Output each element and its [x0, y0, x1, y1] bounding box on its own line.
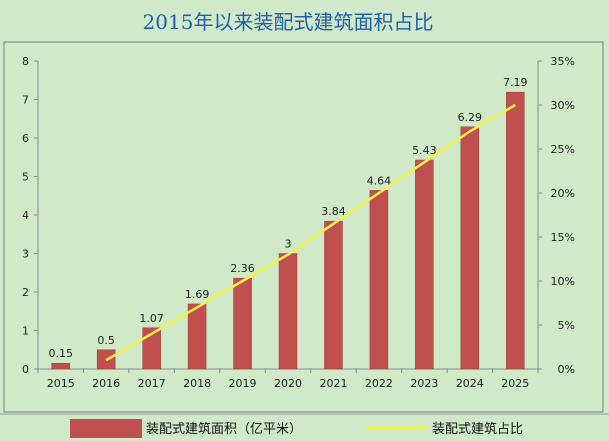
- y-right-tick-label: 20%: [551, 187, 575, 200]
- bar: [460, 126, 480, 370]
- x-tick-label: 2015: [47, 377, 75, 390]
- legend-swatch-bar: [70, 419, 142, 438]
- bar-data-label: 2.36: [230, 262, 255, 275]
- data-labels: 0.15 0.5 1.07 1.69 2.36 3 3.84 4.64 5.43 6.29 7.19: [48, 76, 527, 360]
- y-left-tick-label: 4: [22, 209, 29, 222]
- bar-data-label: 3: [285, 238, 292, 251]
- x-tick-label: 2018: [183, 377, 211, 390]
- y-left-tick-label: 1: [22, 325, 29, 338]
- x-tick-label: 2022: [365, 377, 393, 390]
- x-tick-label: 2019: [229, 377, 257, 390]
- y-right-tick-label: 35%: [551, 55, 575, 68]
- bar: [324, 220, 343, 370]
- x-tick-label: 2017: [138, 377, 166, 390]
- bar: [506, 91, 525, 370]
- bar: [233, 277, 252, 370]
- y-right-tick-label: 15%: [551, 231, 575, 244]
- x-tick-label: 2021: [319, 377, 347, 390]
- bar-data-label: 7.19: [503, 76, 528, 89]
- bar: [415, 159, 434, 370]
- bar-data-label: 1.07: [139, 312, 164, 325]
- bar-data-label: 6.29: [458, 111, 483, 124]
- x-tick-label: 2020: [274, 377, 302, 390]
- y-right-tick-label: 25%: [551, 143, 575, 156]
- chart-title: 2015年以来装配式建筑面积占比: [143, 10, 434, 34]
- bar-data-label: 0.5: [97, 334, 115, 347]
- x-tick-label: 2024: [456, 377, 484, 390]
- legend-label-line: 装配式建筑占比: [432, 421, 523, 437]
- legend: 装配式建筑面积（亿平米） 装配式建筑占比: [0, 413, 609, 438]
- x-tick-label: 2016: [92, 377, 120, 390]
- share-line: [105, 103, 516, 362]
- y-right-tick-label: 5%: [558, 319, 575, 332]
- bar: [278, 253, 298, 370]
- bars: [51, 91, 525, 370]
- y-left-tick-label: 7: [22, 94, 29, 107]
- bar: [369, 190, 389, 370]
- bar-data-label: 0.15: [48, 347, 73, 360]
- y-left-tick-label: 8: [22, 55, 29, 68]
- bar: [142, 327, 161, 370]
- x-tick-label: 2023: [410, 377, 438, 390]
- y-left-tick-label: 3: [22, 248, 29, 261]
- bar-data-label: 3.84: [321, 205, 346, 218]
- y-right-tick-label: 30%: [551, 99, 575, 112]
- bar-data-label: 1.69: [185, 288, 210, 301]
- y-left-tick-label: 6: [22, 132, 29, 145]
- y-right-tick-label: 0%: [558, 363, 575, 376]
- axes: 0 1 2 3 4 5 6 7 8 0% 5% 10% 15% 20% 25% 30% 35% 2015 2016 2…: [22, 55, 575, 390]
- x-tick-label: 2025: [501, 377, 529, 390]
- y-left-tick-label: 5: [22, 171, 29, 184]
- plot-frame: [3, 41, 604, 413]
- bar: [51, 362, 70, 370]
- bar: [187, 303, 207, 370]
- y-left-tick-label: 2: [22, 286, 29, 299]
- y-right-tick-label: 10%: [551, 275, 575, 288]
- y-left-tick-label: 0: [22, 363, 29, 376]
- bar-data-label: 5.43: [412, 144, 437, 157]
- legend-label-bar: 装配式建筑面积（亿平米）: [146, 421, 302, 437]
- bar-data-label: 4.64: [367, 174, 392, 187]
- line-series: [105, 103, 516, 362]
